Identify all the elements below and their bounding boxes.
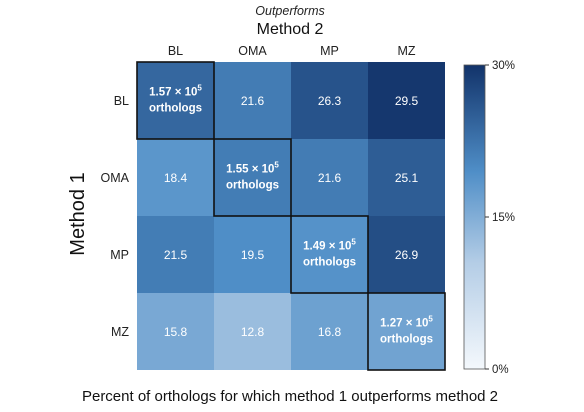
row-label: BL — [114, 94, 129, 108]
heatmap-cell — [214, 293, 291, 370]
column-label: MZ — [397, 44, 415, 58]
cell-value: 29.5 — [395, 94, 419, 108]
diagonal-count-label: 1.49 × 105 — [303, 238, 356, 253]
column-label: BL — [168, 44, 183, 58]
row-labels: BL OMA MP MZ — [101, 94, 130, 339]
times-sign: × 10 — [172, 87, 198, 99]
heatmap-cell — [368, 293, 445, 370]
heatmap-cell — [214, 62, 291, 139]
heatmap-cell — [137, 216, 214, 293]
heatmap-cell — [291, 139, 368, 216]
times-sign: × 10 — [249, 164, 275, 176]
cell-value: 19.5 — [241, 248, 265, 262]
heatmap-cell — [291, 62, 368, 139]
diagonal-box — [213, 138, 292, 217]
heatmap-cell — [137, 139, 214, 216]
diagonal-exponent: 5 — [274, 161, 279, 170]
heatmap-cell — [368, 62, 445, 139]
cell-value: 21.6 — [241, 94, 265, 108]
cell-value: 25.1 — [395, 171, 419, 185]
row-label: MZ — [111, 325, 129, 339]
diagonal-mantissa: 1.49 — [303, 241, 325, 253]
heatmap-cell — [291, 216, 368, 293]
heatmap-cell — [368, 139, 445, 216]
heatmap-cell — [137, 62, 214, 139]
cell-value: 26.3 — [318, 94, 342, 108]
diagonal-mantissa: 1.57 — [149, 87, 171, 99]
diagonal-unit-label: orthologs — [303, 257, 356, 269]
diagonal-mantissa: 1.27 — [380, 318, 402, 330]
cell-value: 15.8 — [164, 325, 188, 339]
diagonal-box — [136, 61, 215, 140]
diagonal-exponent: 5 — [197, 84, 202, 93]
heatmap-cell — [291, 293, 368, 370]
colorbar-tick-label: 0% — [492, 364, 509, 376]
row-label: MP — [110, 248, 129, 262]
colorbar-tick-label: 30% — [492, 60, 515, 72]
diagonal-exponent: 5 — [351, 238, 356, 247]
diagonal-highlight-boxes — [136, 61, 446, 371]
times-sign: × 10 — [326, 241, 352, 253]
row-label: OMA — [101, 171, 130, 185]
diagonal-mantissa: 1.55 — [226, 164, 249, 176]
diagonal-exponent: 5 — [428, 315, 433, 324]
heatmap-cell — [368, 216, 445, 293]
colorbar-tick-label: 15% — [492, 212, 515, 224]
diagonal-unit-label: orthologs — [226, 180, 279, 192]
cell-value: 26.9 — [395, 248, 419, 262]
cell-value: 21.6 — [318, 171, 342, 185]
times-sign: × 10 — [403, 318, 429, 330]
heatmap-cell — [214, 139, 291, 216]
diagonal-count-label: 1.27 × 105 — [380, 315, 433, 330]
caption: Percent of orthologs for which method 1 … — [82, 388, 498, 405]
heatmap-cells — [137, 62, 445, 370]
cell-value: 16.8 — [318, 325, 342, 339]
diagonal-box — [367, 292, 446, 371]
column-label: MP — [320, 44, 339, 58]
super-title: Outperforms — [255, 4, 324, 18]
diagonal-count-label: 1.57 × 105 — [149, 84, 202, 99]
cell-value: 12.8 — [241, 325, 265, 339]
colorbar-ticks: 30% 15% 0% — [485, 60, 515, 376]
column-label: OMA — [238, 44, 267, 58]
x-axis-title: Method 2 — [257, 21, 324, 38]
cell-value: 18.4 — [164, 171, 188, 185]
cell-value: 21.5 — [164, 248, 188, 262]
y-axis-title: Method 1 — [67, 172, 89, 255]
diagonal-unit-label: orthologs — [380, 334, 433, 346]
column-labels: BL OMA MP MZ — [168, 44, 416, 58]
heatmap-cell — [137, 293, 214, 370]
colorbar — [463, 64, 486, 370]
heatmap-cell — [214, 216, 291, 293]
diagonal-box — [290, 215, 369, 294]
diagonal-unit-label: orthologs — [149, 103, 202, 115]
diagonal-count-label: 1.55 × 105 — [226, 161, 279, 176]
